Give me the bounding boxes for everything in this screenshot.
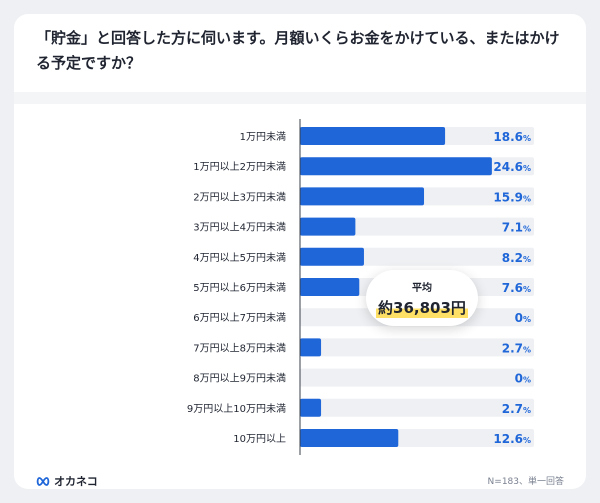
value-label: 0% — [515, 311, 531, 325]
chart-card: 「貯金」と回答した方に伺います。月額いくらお金をかけている、またはかける予定です… — [14, 14, 586, 489]
average-callout: 平均 約36,803円 — [366, 270, 478, 326]
bar-5 — [300, 247, 364, 266]
brand-name: オカネコ — [54, 475, 98, 488]
category-label: 1万円以上2万円未満 — [193, 161, 286, 173]
average-value: 約36,803円 — [376, 297, 468, 318]
category-label: 8万円以上9万円未満 — [193, 373, 286, 385]
average-label: 平均 — [412, 283, 432, 294]
value-label: 2.7% — [502, 341, 531, 355]
bar-track — [300, 217, 534, 236]
chart-title: 「貯金」と回答した方に伺います。月額いくらお金をかけている、またはかける予定です… — [36, 29, 560, 72]
category-label: 3万円以上4万円未満 — [193, 222, 286, 234]
bar-3 — [300, 187, 425, 206]
category-label: 7万円以上8万円未満 — [193, 342, 286, 354]
value-label: 8.2% — [502, 251, 531, 265]
bar-4 — [300, 217, 356, 236]
category-label: 10万円以上 — [233, 433, 286, 445]
value-label: 0% — [515, 372, 531, 386]
bar-6 — [300, 278, 360, 296]
category-label: 5万円以上6万円未満 — [193, 282, 286, 294]
value-label: 7.6% — [502, 281, 531, 295]
bar-8 — [300, 338, 322, 357]
value-label: 15.9% — [493, 190, 531, 204]
value-label: 2.7% — [502, 402, 531, 416]
category-label: 2万円以上3万円未満 — [193, 191, 286, 203]
category-label: 9万円以上10万円未満 — [187, 403, 286, 415]
bar-track — [300, 398, 534, 417]
value-label: 12.6% — [493, 432, 531, 446]
bar-track — [300, 338, 534, 357]
brand-logo: オカネコ — [36, 473, 98, 489]
bar-2 — [300, 157, 492, 176]
value-label: 24.6% — [493, 160, 531, 174]
category-label: 1万円未満 — [240, 131, 286, 143]
value-label: 7.1% — [502, 221, 531, 235]
title-divider — [14, 92, 586, 104]
bar-1 — [300, 127, 446, 145]
bar-chart: 1万円未満 18.6% 1万円以上2万円未満 24.6% 2万円以上3万円未満 15.9%… — [187, 119, 534, 455]
sample-note: N=183、単一回答 — [487, 477, 564, 487]
category-label: 4万円以上5万円未満 — [193, 252, 286, 264]
category-label: 6万円以上7万円未満 — [193, 312, 286, 324]
bar-11 — [300, 429, 399, 447]
bar-10 — [300, 398, 322, 417]
bar-track — [300, 368, 534, 387]
infinity-icon — [36, 476, 50, 486]
value-label: 18.6% — [493, 130, 531, 144]
